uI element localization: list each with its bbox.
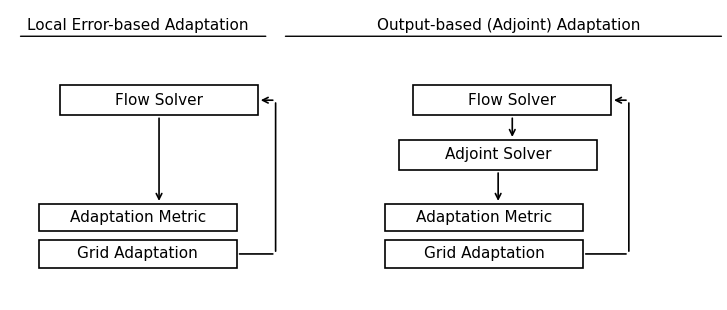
FancyBboxPatch shape (399, 140, 597, 170)
FancyBboxPatch shape (385, 204, 583, 231)
FancyBboxPatch shape (39, 240, 237, 268)
Text: Output-based (Adjoint) Adaptation: Output-based (Adjoint) Adaptation (377, 18, 640, 33)
Text: Flow Solver: Flow Solver (468, 93, 556, 108)
FancyBboxPatch shape (385, 240, 583, 268)
FancyBboxPatch shape (60, 85, 258, 115)
Text: Adaptation Metric: Adaptation Metric (416, 210, 552, 225)
FancyBboxPatch shape (39, 204, 237, 231)
Text: Grid Adaptation: Grid Adaptation (78, 246, 198, 261)
FancyBboxPatch shape (414, 85, 611, 115)
Text: Flow Solver: Flow Solver (115, 93, 203, 108)
Text: Adjoint Solver: Adjoint Solver (445, 148, 551, 162)
Text: Local Error-based Adaptation: Local Error-based Adaptation (27, 18, 249, 33)
Text: Grid Adaptation: Grid Adaptation (424, 246, 545, 261)
Text: Adaptation Metric: Adaptation Metric (70, 210, 206, 225)
